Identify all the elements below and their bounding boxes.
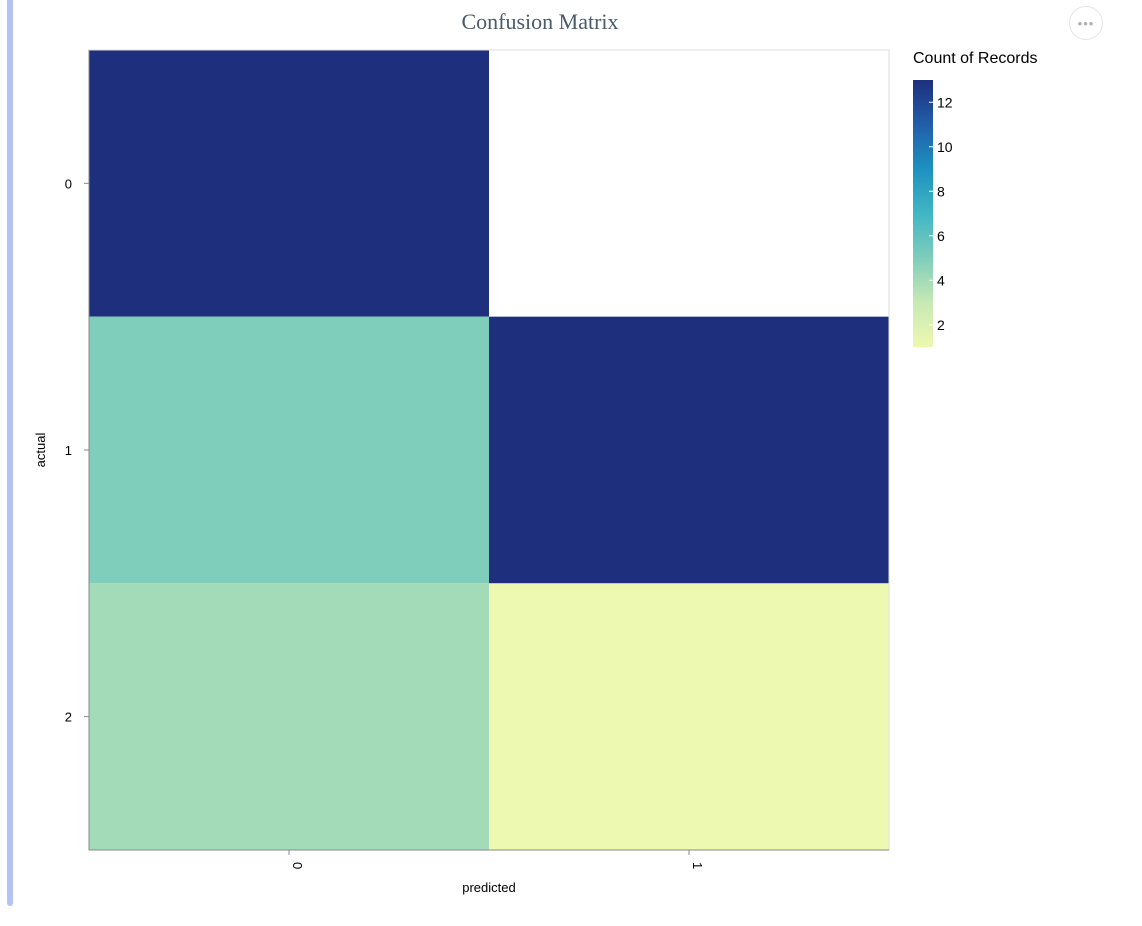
chart-title: Confusion Matrix (461, 9, 619, 34)
x-tick-label: 0 (290, 862, 305, 869)
legend-title: Count of Records (913, 50, 1038, 67)
legend-tick-label: 6 (937, 228, 945, 244)
axes: 0 1 2 0 1 (65, 50, 889, 869)
y-tick-label: 2 (65, 710, 72, 725)
heatmap-cell-actual-2-predicted-0 (89, 583, 489, 850)
legend-tick-label: 8 (937, 183, 945, 199)
heatmap-cells (89, 50, 889, 850)
left-accent-bar (7, 0, 13, 906)
y-tick-label: 1 (65, 443, 72, 458)
y-tick-label: 0 (65, 176, 72, 191)
heatmap-cell-actual-0-predicted-0 (89, 50, 489, 317)
legend-ticks: 12 10 8 6 4 2 (929, 94, 953, 333)
x-axis-title: predicted (462, 880, 515, 895)
heatmap-cell-actual-1-predicted-0 (89, 316, 489, 584)
legend-tick-label: 10 (937, 139, 953, 155)
legend-tick-label: 4 (937, 272, 945, 288)
legend-color-bar (913, 80, 933, 347)
x-tick-label: 1 (690, 862, 705, 869)
heatmap-cell-actual-2-predicted-1 (489, 583, 889, 850)
legend-tick-label: 12 (937, 94, 953, 110)
heatmap-cell-actual-1-predicted-1 (489, 316, 889, 584)
y-axis-title: actual (33, 433, 48, 468)
more-options-button[interactable]: ••• (1069, 6, 1103, 40)
legend-tick-label: 2 (937, 317, 945, 333)
